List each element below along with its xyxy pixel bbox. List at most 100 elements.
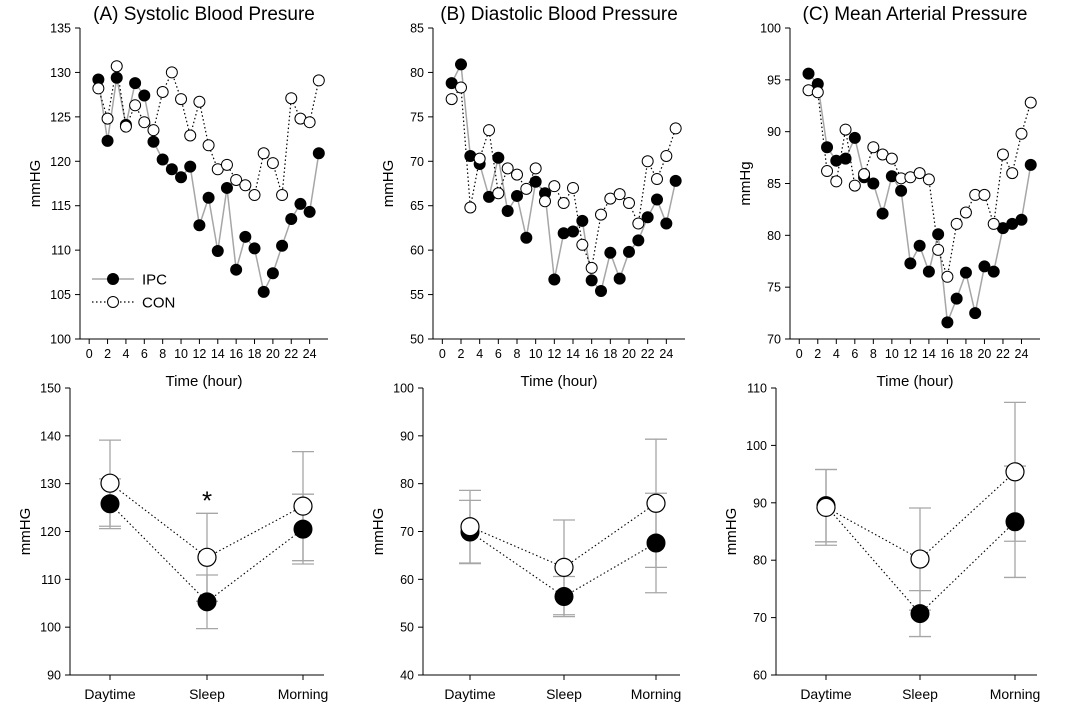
y-tick-label: 110: [747, 382, 767, 396]
con-point: [632, 217, 645, 230]
ipc-point: [876, 207, 889, 220]
con-point: [585, 261, 598, 274]
ipc-point: [959, 266, 972, 279]
con-point: [996, 148, 1009, 161]
y-tick-label: 95: [767, 73, 781, 87]
timeseries-panel-A: (A) Systolic Blood Presure10010511011512…: [27, 4, 328, 390]
ipc-point: [266, 267, 279, 280]
con-point: [303, 116, 316, 129]
x-category-label: Sleep: [189, 686, 225, 702]
con-point: [266, 157, 279, 170]
y-tick-label: 90: [47, 669, 61, 683]
ipc-point: [821, 141, 834, 154]
con-point: [511, 168, 523, 181]
ipc-point: [257, 285, 270, 298]
con-point: [138, 116, 151, 129]
con-point: [156, 85, 169, 98]
con-point: [501, 162, 514, 175]
summary-panel-B-summary: 40 50 60 70 80 90 100 Daytime Sleep Morning mmHG: [370, 382, 681, 703]
ipc-series-line: [450, 61, 677, 293]
ipc-point: [632, 234, 645, 247]
con-point: [248, 189, 261, 202]
x-tick-label: 22: [641, 347, 655, 361]
panel-title: (B) Diastolic Blood Pressure: [440, 4, 678, 25]
y-tick-label: 130: [50, 66, 71, 80]
x-category-label: Morning: [990, 686, 1041, 702]
x-tick-label: 18: [603, 347, 617, 361]
x-tick-label: 22: [284, 347, 298, 361]
y-axis-label: mmHg: [737, 161, 754, 205]
y-tick-label: 85: [767, 177, 781, 191]
con-point: [492, 187, 505, 200]
ipc-point: [520, 231, 533, 244]
y-tick-label: 80: [400, 477, 414, 491]
y-tick-label: 80: [410, 66, 424, 80]
ipc-summary-point: [646, 533, 666, 553]
y-tick-label: 100: [40, 621, 61, 635]
y-tick-label: 60: [400, 573, 414, 587]
x-tick-label: 0: [86, 347, 93, 361]
ipc-point: [941, 316, 954, 329]
x-tick-label: 6: [495, 347, 502, 361]
ipc-summary-point: [100, 494, 120, 514]
x-axis-label: Time (hour): [877, 373, 954, 390]
ipc-point: [660, 217, 673, 230]
x-tick-label: 22: [996, 347, 1010, 361]
x-tick-label: 18: [959, 347, 973, 361]
con-point: [623, 197, 635, 210]
panel-title: (A) Systolic Blood Presure: [93, 4, 315, 25]
y-tick-label: 100: [760, 22, 781, 36]
y-tick-label: 110: [41, 573, 61, 587]
con-point: [257, 147, 270, 160]
ipc-point: [175, 171, 188, 184]
con-point: [885, 152, 898, 165]
con-summary-point: [554, 557, 574, 577]
x-tick-label: 8: [514, 347, 521, 361]
ipc-point: [1015, 213, 1028, 226]
x-tick-label: 10: [529, 347, 543, 361]
con-point: [839, 123, 852, 136]
x-category-label: Morning: [278, 686, 329, 702]
con-point: [529, 162, 542, 175]
ipc-point: [987, 265, 1000, 278]
con-point: [811, 86, 824, 99]
con-summary-point: [100, 473, 120, 493]
x-category-label: Daytime: [84, 686, 136, 702]
y-axis-label: mmHG: [17, 508, 34, 556]
ipc-point: [211, 245, 224, 258]
con-point: [1006, 167, 1019, 180]
x-tick-label: 24: [303, 347, 317, 361]
ipc-point: [165, 163, 178, 176]
y-tick-label: 50: [400, 621, 414, 635]
con-point: [193, 95, 206, 108]
x-category-label: Sleep: [902, 686, 938, 702]
con-summary-line: [825, 471, 1016, 560]
x-tick-label: 18: [248, 347, 262, 361]
ipc-point: [932, 228, 945, 241]
x-tick-label: 20: [622, 347, 636, 361]
y-tick-label: 120: [40, 525, 61, 539]
y-tick-label: 70: [753, 611, 767, 625]
y-tick-label: 135: [50, 22, 71, 36]
con-point: [867, 141, 880, 154]
y-tick-label: 60: [410, 244, 424, 258]
con-point: [110, 60, 123, 73]
y-tick-label: 75: [410, 110, 424, 124]
ipc-point: [848, 131, 861, 144]
x-tick-label: 14: [566, 347, 580, 361]
ipc-point: [576, 214, 589, 227]
con-point: [175, 93, 188, 106]
y-tick-label: 70: [767, 333, 781, 347]
legend: IPC CON: [92, 272, 175, 312]
ipc-point: [604, 246, 617, 259]
summary-panel-A-summary: 90 100 110 120 130 140 150 Daytime Sleep Morning m…: [17, 382, 328, 703]
ipc-point: [184, 160, 197, 173]
con-point: [473, 152, 486, 165]
y-tick-label: 65: [410, 199, 424, 213]
legend-ipc-marker: [107, 273, 119, 285]
con-point: [285, 92, 298, 105]
timeseries-panel-C: (C) Mean Arterial Pressure70758085909510…: [737, 4, 1040, 390]
ipc-summary-point: [554, 587, 574, 607]
x-axis-label: Time (hour): [521, 373, 598, 390]
